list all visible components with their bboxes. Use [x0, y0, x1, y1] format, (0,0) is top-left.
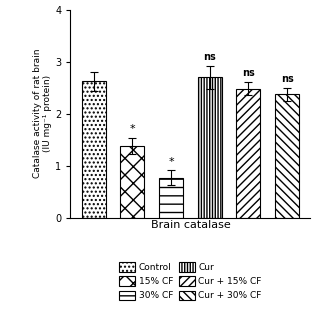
Legend: Control, 15% CF, 30% CF, Cur, Cur + 15% CF, Cur + 30% CF: Control, 15% CF, 30% CF, Cur, Cur + 15% …: [116, 260, 265, 303]
Bar: [275, 94, 299, 218]
Text: *: *: [130, 124, 135, 134]
Text: ns: ns: [242, 68, 255, 78]
Text: *: *: [168, 156, 174, 167]
Bar: [120, 146, 144, 218]
X-axis label: Brain catalase: Brain catalase: [150, 220, 230, 230]
Bar: [236, 89, 260, 218]
Y-axis label: Catalase activity of rat brain
(IU mg⁻¹ protein): Catalase activity of rat brain (IU mg⁻¹ …: [33, 49, 52, 178]
Bar: [159, 178, 183, 218]
Text: ns: ns: [281, 74, 293, 84]
Bar: [82, 81, 106, 218]
Bar: [198, 77, 222, 218]
Text: ns: ns: [204, 52, 216, 62]
